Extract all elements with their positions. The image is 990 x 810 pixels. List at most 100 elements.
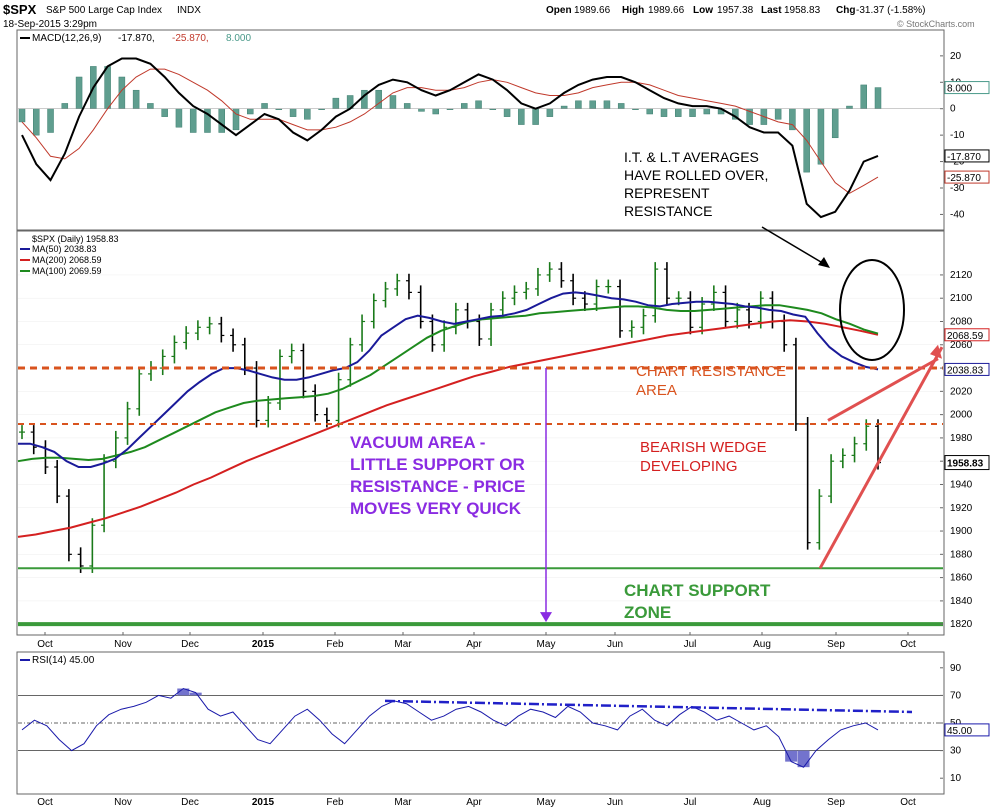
- ma200-line: [17, 319, 879, 538]
- macd-histogram-bar: [817, 108, 825, 165]
- price-bar: [816, 489, 823, 550]
- price-bar: [546, 262, 553, 282]
- price-bar: [370, 293, 377, 329]
- price-bar: [112, 430, 119, 469]
- y-tick-label: 1880: [950, 549, 973, 560]
- last-label: Last: [761, 5, 782, 16]
- price-bar: [804, 416, 811, 550]
- y-tick-label: 1820: [950, 619, 973, 630]
- vacuum-annotation: VACUUM AREA - LITTLE SUPPORT OR RESISTAN…: [350, 433, 525, 518]
- rsi-oversold-fill: [797, 750, 810, 768]
- y-tick-label: 30: [950, 746, 962, 757]
- price-bar: [605, 279, 612, 294]
- price-bar: [206, 316, 213, 335]
- y-tick-label: 2080: [950, 316, 973, 327]
- macd-histogram-bar: [218, 108, 225, 133]
- price-bar: [581, 291, 588, 312]
- wedge-note-line-1: BEARISH WEDGE: [640, 439, 767, 456]
- averages-note-line-3: REPRESENT: [624, 185, 710, 201]
- price-bar: [792, 337, 799, 431]
- price-bar: [722, 285, 729, 329]
- y-tick-label: 2000: [950, 410, 973, 421]
- ma100-line: [17, 304, 879, 463]
- price-x-label: Apr: [466, 639, 482, 650]
- price-tag-last: 1958.83: [947, 459, 984, 470]
- price-panel: 2120210020802060204020202000198019601940…: [17, 226, 990, 650]
- macd-histogram-bar: [304, 108, 311, 120]
- price-bar: [335, 372, 342, 428]
- macd-histogram-bar: [261, 103, 268, 109]
- wedge-arrowhead: [930, 344, 942, 359]
- vacuum-note-line-4: MOVES VERY QUICK: [350, 499, 522, 518]
- macd-histogram-bar: [47, 108, 54, 133]
- macd-histogram-bar: [831, 108, 839, 139]
- rsi-legend: RSI(14) 45.00: [20, 655, 95, 666]
- price-x-label: Feb: [326, 639, 344, 650]
- price-bar: [218, 316, 225, 343]
- macd-histogram-bar: [104, 66, 111, 109]
- price-bar: [65, 489, 72, 562]
- macd-histogram-bar: [846, 105, 853, 109]
- macd-histogram-bar: [546, 108, 554, 117]
- price-x-label: Sep: [827, 639, 845, 650]
- macd-histogram-bar: [575, 100, 582, 109]
- rsi-x-label: 2015: [252, 797, 275, 808]
- price-bar: [828, 454, 835, 504]
- rsi-legend-label: RSI(14) 45.00: [32, 655, 95, 666]
- price-bar: [183, 326, 190, 350]
- price-bar: [558, 262, 565, 288]
- rsi-x-label: Dec: [181, 797, 199, 808]
- high-label: High: [622, 5, 644, 16]
- price-bar: [687, 291, 694, 335]
- high-value: 1989.66: [648, 5, 685, 16]
- price-bar: [30, 425, 37, 455]
- macd-histogram-bar: [518, 108, 525, 125]
- watermark: © StockCharts.com: [897, 19, 975, 29]
- rsi-x-label: Nov: [114, 797, 132, 808]
- macd-legend: MACD(12,26,9) -17.870, -25.870, 8.000: [20, 33, 251, 44]
- macd-histogram-bar: [403, 103, 411, 109]
- price-bar: [640, 308, 647, 335]
- price-bar: [136, 366, 143, 416]
- averages-highlight-circle: [839, 259, 905, 361]
- price-bar: [19, 425, 25, 440]
- price-x-label: Nov: [114, 639, 132, 650]
- chart-datetime: 18-Sep-2015 3:29pm: [3, 19, 97, 30]
- price-bar: [171, 335, 178, 364]
- macd-line: [21, 57, 879, 219]
- y-tick-label: 1860: [950, 573, 973, 584]
- price-bar: [652, 262, 659, 323]
- y-tick-label: -30: [950, 183, 965, 194]
- chg-label: Chg: [836, 5, 855, 16]
- macd-histogram-bar: [289, 108, 297, 117]
- y-tick-label: 1840: [950, 596, 973, 607]
- price-bar: [699, 297, 706, 335]
- macd-histogram-bar: [332, 97, 340, 109]
- price-bar: [488, 302, 495, 346]
- ma100-legend: MA(100) 2069.59: [32, 266, 102, 276]
- price-bar: [382, 281, 389, 308]
- y-tick-label: 2020: [950, 386, 973, 397]
- macd-histogram-bar: [175, 108, 183, 128]
- rsi-x-label: Mar: [394, 797, 412, 808]
- macd-tag-hist-box: [944, 81, 990, 95]
- rsi-x-label: Jul: [684, 797, 697, 808]
- macd-histogram-bar: [703, 108, 711, 115]
- macd-histogram-bar: [646, 108, 653, 115]
- price-bar: [54, 460, 61, 504]
- macd-histogram-bar: [475, 100, 482, 109]
- rsi-x-label: Oct: [900, 797, 916, 808]
- macd-histogram-bar: [418, 108, 425, 112]
- price-bar: [628, 320, 635, 338]
- averages-note-line-4: RESISTANCE: [624, 203, 712, 219]
- macd-histogram-bar: [603, 100, 611, 109]
- price-x-label: May: [537, 639, 556, 650]
- macd-tag-signal: -25.870: [947, 173, 981, 184]
- rsi-x-label: Feb: [326, 797, 344, 808]
- macd-tag-macd-box: [944, 149, 990, 163]
- rsi-x-label: May: [537, 797, 556, 808]
- rsi-overbought-fill: [189, 692, 202, 696]
- rsi-panel: 907050301045.00OctNovDec2015FebMarAprMay…: [18, 663, 990, 808]
- price-bar: [194, 320, 201, 341]
